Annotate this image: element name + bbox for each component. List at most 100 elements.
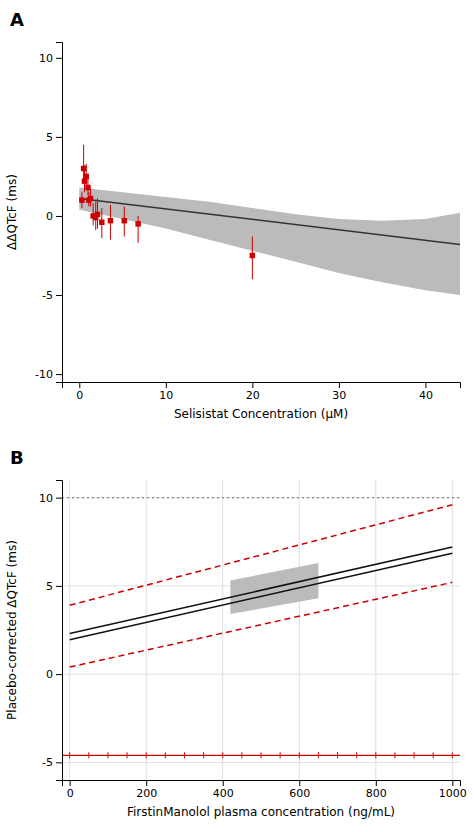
x-axis-label: FirstinManolol plasma concentration (ng/… xyxy=(127,805,395,819)
y-axis-label: ΔΔQTcF (ms) xyxy=(5,174,19,250)
rug-tick xyxy=(414,752,415,758)
tick-label: 5 xyxy=(46,580,53,593)
tick: 0 xyxy=(46,210,62,223)
point xyxy=(85,185,90,190)
tick-mark xyxy=(223,780,224,786)
line xyxy=(70,547,453,633)
tick-label: 600 xyxy=(289,787,310,800)
tick: 5 xyxy=(46,131,62,144)
confidence-band xyxy=(79,187,460,295)
grid xyxy=(62,480,460,780)
tick: 0 xyxy=(67,780,74,800)
tick-mark xyxy=(146,780,147,786)
point xyxy=(250,253,255,258)
y-axis-label: Placebo-corrected ΔQTcF (ms) xyxy=(5,540,19,720)
rug-tick xyxy=(69,752,70,758)
grid-line xyxy=(375,480,376,780)
tick-label: 30 xyxy=(332,389,346,402)
tick-mark xyxy=(56,216,62,217)
rug-tick xyxy=(184,752,185,758)
tick-mark xyxy=(56,137,62,138)
grid-line xyxy=(62,674,460,675)
tick-mark xyxy=(299,780,300,786)
grid-line xyxy=(222,480,223,780)
tick: 1000 xyxy=(439,780,467,800)
point xyxy=(82,178,87,183)
tick-mark xyxy=(56,58,62,59)
tick-mark xyxy=(79,382,80,388)
tick: 10 xyxy=(39,52,62,65)
point xyxy=(108,218,113,223)
point xyxy=(135,221,140,226)
grid-line xyxy=(69,480,70,780)
tick-label: 800 xyxy=(366,787,387,800)
reference-line xyxy=(62,497,460,498)
rug-tick xyxy=(261,752,262,758)
grid-line xyxy=(146,480,147,780)
rug-tick xyxy=(394,752,395,758)
point xyxy=(95,212,100,217)
panel: B02004006008001000-50510FirstinManolol p… xyxy=(5,447,467,819)
tick-mark xyxy=(166,382,167,388)
tick-mark xyxy=(56,762,62,763)
tick-mark xyxy=(425,382,426,388)
tick-label: 10 xyxy=(39,492,53,505)
tick: 20 xyxy=(246,382,260,402)
tick-label: 0 xyxy=(46,210,53,223)
tick-label: -10 xyxy=(35,368,53,381)
rug-tick xyxy=(337,752,338,758)
tick-label: 1000 xyxy=(439,787,467,800)
tick: 10 xyxy=(159,382,173,402)
tick: 600 xyxy=(289,780,310,800)
tick-label: 20 xyxy=(246,389,260,402)
error-bar xyxy=(138,216,139,243)
tick-label: 40 xyxy=(419,389,433,402)
tick: 10 xyxy=(39,492,62,505)
tick-mark xyxy=(56,498,62,499)
rug-tick xyxy=(222,752,223,758)
axis-line xyxy=(56,481,63,781)
tick: 0 xyxy=(46,668,62,681)
tick: -5 xyxy=(42,756,62,769)
tick-label: 400 xyxy=(213,787,234,800)
x-axis: 0 10 20 30 40 xyxy=(63,382,461,402)
y-axis: -10 -5 0 5 10 xyxy=(35,43,62,383)
rug-tick xyxy=(107,752,108,758)
tick-label: 200 xyxy=(136,787,157,800)
panel-label: A xyxy=(10,9,24,30)
tick-mark xyxy=(452,780,453,786)
point xyxy=(83,174,88,179)
axis-line xyxy=(63,383,461,389)
rug-tick xyxy=(452,752,453,758)
tick-label: 0 xyxy=(76,389,83,402)
tick-mark xyxy=(70,780,71,786)
tick: 5 xyxy=(46,580,62,593)
rug-tick xyxy=(203,752,204,758)
tick-mark xyxy=(339,382,340,388)
tick-mark xyxy=(56,295,62,296)
axis-line xyxy=(63,781,461,787)
line xyxy=(70,553,453,639)
point xyxy=(88,196,93,201)
rug-tick xyxy=(433,752,434,758)
tick-label: 10 xyxy=(39,52,53,65)
point xyxy=(79,197,84,202)
tick: 400 xyxy=(213,780,234,800)
rug-tick xyxy=(165,752,166,758)
tick-mark xyxy=(56,374,62,375)
tick: -10 xyxy=(35,368,62,381)
axis-line xyxy=(56,43,63,383)
grid-line xyxy=(452,480,453,780)
grid-line xyxy=(62,497,460,498)
rug-tick xyxy=(356,752,357,758)
tick-mark xyxy=(56,586,62,587)
tick: -5 xyxy=(42,289,62,302)
rug-tick xyxy=(375,752,376,758)
x-axis: 0 200 400 600 800 1000 xyxy=(63,780,467,800)
rug-tick xyxy=(318,752,319,758)
tick-mark xyxy=(376,780,377,786)
x-axis-label: Selisistat Concentration (μM) xyxy=(174,407,348,421)
rug-tick xyxy=(127,752,128,758)
point xyxy=(122,218,127,223)
plot-area xyxy=(79,145,460,295)
